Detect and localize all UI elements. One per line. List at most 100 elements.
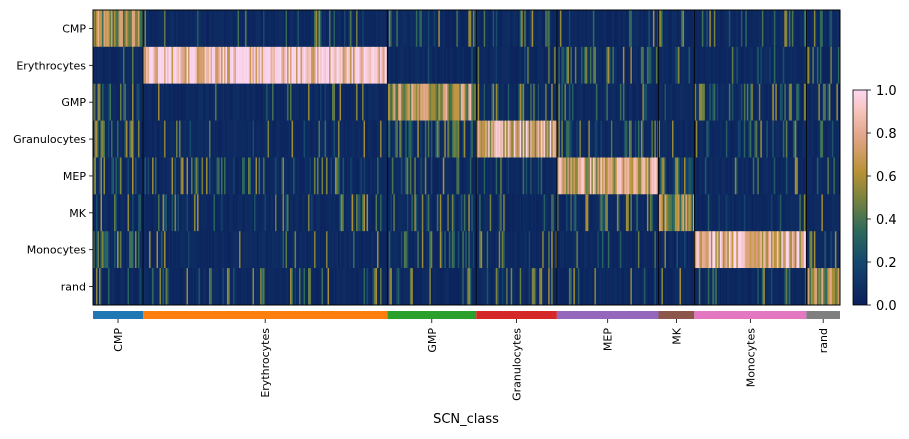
heatmap-cell (704, 83, 707, 122)
heatmap-cell (639, 157, 642, 195)
heatmap-cell (648, 157, 651, 195)
heatmap-cell (539, 46, 541, 85)
heatmap-cell (558, 10, 561, 48)
heatmap-cell (809, 231, 812, 269)
heatmap-cell (745, 83, 748, 122)
heatmap-cell (149, 120, 151, 158)
heatmap-cell (649, 120, 652, 158)
heatmap-cell (742, 10, 745, 48)
heatmap-cell (99, 194, 101, 232)
heatmap-cell (360, 10, 363, 48)
heatmap-cell (296, 231, 298, 269)
heatmap-cell (727, 194, 730, 232)
heatmap-cell (688, 157, 691, 195)
heatmap-cell (610, 231, 613, 269)
heatmap-cell (206, 46, 208, 85)
heatmap-cell (648, 46, 651, 85)
heatmap-cell (778, 46, 781, 85)
heatmap-cell (423, 120, 426, 158)
heatmap-cell (698, 268, 701, 305)
heatmap-cell (634, 46, 637, 85)
heatmap-cell (613, 157, 616, 195)
heatmap-cell (96, 157, 98, 195)
heatmap-cell (515, 268, 517, 305)
heatmap-cell (275, 83, 277, 122)
heatmap-cell (206, 268, 208, 305)
heatmap-cell (827, 231, 830, 269)
heatmap-cell (589, 157, 592, 195)
heatmap-cell (603, 10, 606, 48)
heatmap-cell (479, 10, 481, 48)
heatmap-cell (102, 10, 104, 48)
heatmap-cell (700, 268, 703, 305)
heatmap-cell (645, 268, 648, 305)
heatmap-cell (378, 268, 381, 305)
heatmap-cell (381, 268, 384, 305)
heatmap-cell (689, 268, 692, 305)
heatmap-cell (306, 10, 309, 48)
heatmap-cell (719, 83, 722, 122)
heatmap-cell (333, 268, 336, 305)
heatmap-cell (740, 268, 743, 305)
heatmap-cell (136, 194, 139, 232)
heatmap-cell (567, 46, 570, 85)
heatmap-cell (344, 10, 346, 48)
heatmap-cell (524, 268, 526, 305)
heatmap-cell (519, 157, 522, 195)
heatmap-cell (674, 46, 677, 85)
heatmap-cell (727, 10, 730, 48)
heatmap-cell (138, 194, 140, 232)
heatmap-cell (330, 157, 333, 195)
heatmap-cell (588, 83, 591, 122)
heatmap-cell (237, 120, 240, 158)
heatmap-cell (123, 10, 125, 48)
heatmap-cell (430, 268, 433, 305)
heatmap-cell (522, 194, 525, 232)
heatmap-cell (215, 194, 217, 232)
heatmap-cell (519, 231, 522, 269)
heatmap-cell (745, 268, 748, 305)
heatmap-cell (731, 10, 734, 48)
heatmap-cell (710, 46, 713, 85)
heatmap-cell (609, 157, 612, 195)
heatmap-cell (734, 194, 737, 232)
heatmap-cell (772, 268, 775, 305)
heatmap-cell (282, 83, 285, 122)
heatmap-cell (764, 157, 767, 195)
heatmap-cell (121, 120, 124, 158)
heatmap-cell (234, 46, 237, 85)
heatmap-cell (661, 83, 664, 122)
heatmap-cell (671, 268, 674, 305)
heatmap-cell (219, 10, 222, 48)
heatmap-cell (227, 83, 229, 122)
heatmap-cell (554, 268, 556, 305)
heatmap-cell (742, 194, 745, 232)
heatmap-cell (749, 194, 752, 232)
heatmap-cell (136, 268, 139, 305)
heatmap-cell (700, 194, 703, 232)
heatmap-cell (806, 120, 809, 158)
heatmap-cell (420, 10, 423, 48)
heatmap-cell (725, 157, 728, 195)
heatmap-cell (314, 46, 316, 85)
heatmap-cell (471, 231, 474, 269)
heatmap-cell (347, 46, 349, 85)
heatmap-cell (533, 194, 535, 232)
heatmap-cell (527, 194, 529, 232)
heatmap-cell (567, 268, 570, 305)
heatmap-cell (637, 268, 640, 305)
heatmap-cell (646, 83, 649, 122)
heatmap-cell (649, 194, 652, 232)
heatmap-cell (459, 157, 462, 195)
heatmap-cell (606, 157, 609, 195)
heatmap-cell (667, 157, 670, 195)
heatmap-cell (764, 83, 767, 122)
heatmap-cell (689, 120, 692, 158)
heatmap-cell (539, 194, 541, 232)
heatmap-cell (582, 83, 585, 122)
heatmap-cell (588, 120, 591, 158)
heatmap-cell (210, 10, 213, 48)
heatmap-cell (318, 194, 321, 232)
heatmap-cell (754, 194, 757, 232)
heatmap-cell (822, 83, 825, 122)
